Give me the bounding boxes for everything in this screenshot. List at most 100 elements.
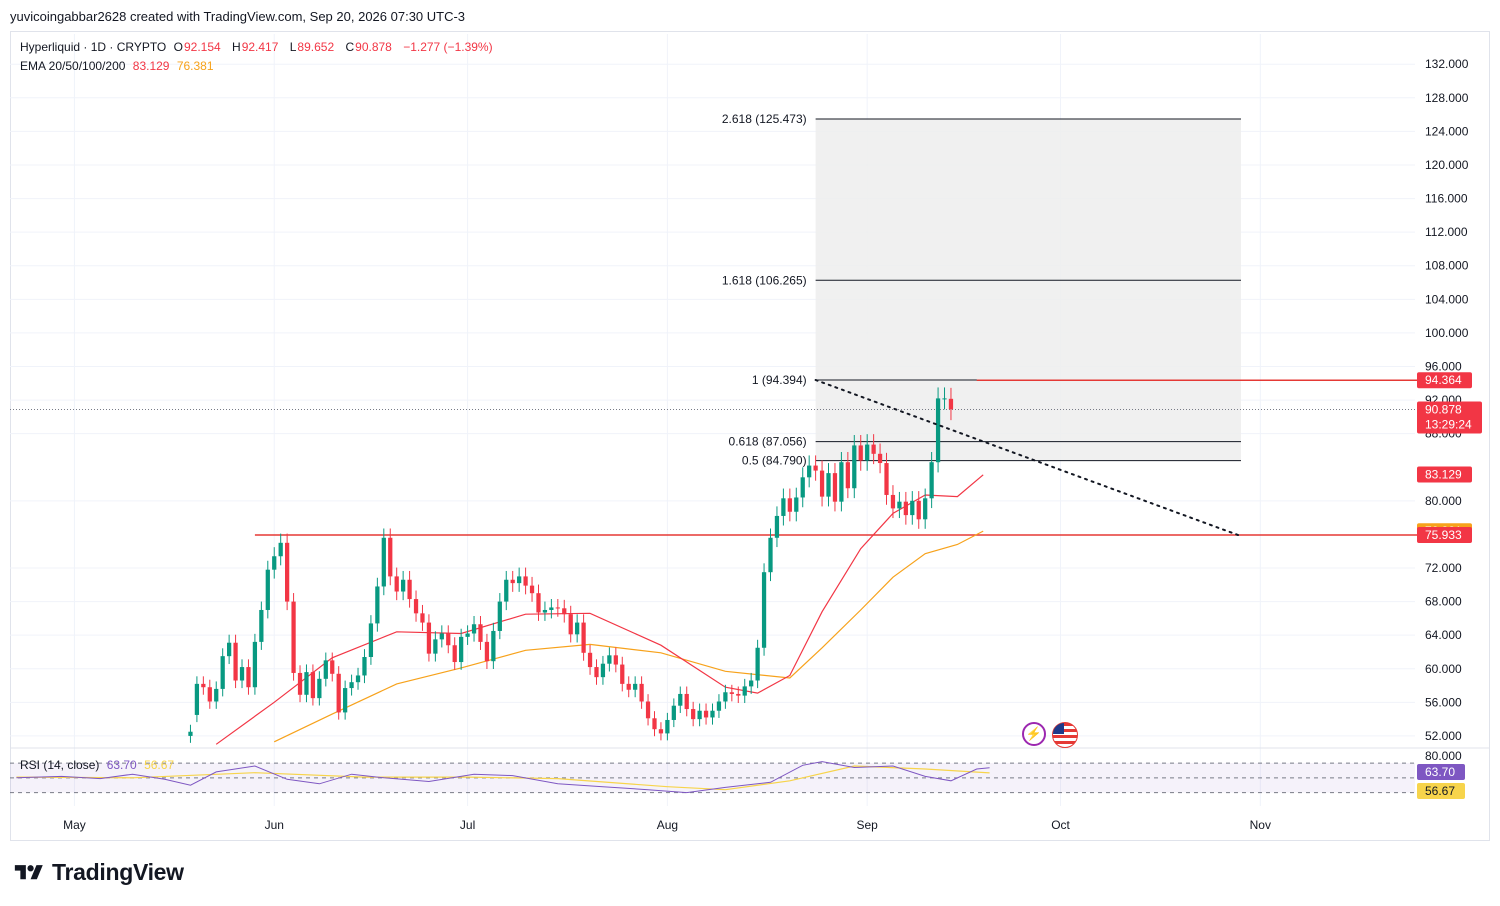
- x-axis-label: May: [63, 818, 86, 832]
- fib-level-label: 2.618 (125.473): [722, 112, 807, 126]
- candle-down: [413, 599, 419, 614]
- candle-down: [736, 693, 741, 696]
- candle-down: [484, 641, 490, 662]
- candle-down: [568, 614, 573, 635]
- candle-up: [678, 693, 683, 706]
- candle-up: [214, 688, 219, 702]
- candle-up: [633, 683, 638, 690]
- candle-down: [639, 683, 644, 702]
- rsi-legend[interactable]: RSI (14, close) 63.70 56.67: [20, 758, 178, 772]
- candle-up: [471, 624, 477, 634]
- candle-down: [652, 718, 657, 730]
- candle-down: [297, 672, 303, 695]
- candle-down: [394, 576, 399, 592]
- candle-up: [349, 682, 354, 689]
- price-axis-label: 90.878: [1425, 402, 1462, 416]
- candle-down: [684, 693, 689, 710]
- high-label: H: [232, 40, 241, 54]
- candle-down: [884, 463, 889, 495]
- y-axis-tick-label: 96.000: [1425, 359, 1462, 373]
- candle-up: [910, 500, 915, 516]
- candle-up: [368, 623, 374, 657]
- fib-level-label: 1.618 (106.265): [722, 273, 807, 287]
- candle-down: [291, 601, 296, 673]
- candle-up: [304, 672, 309, 695]
- price-axis-label-bg: [1417, 466, 1472, 483]
- candle-down: [407, 579, 412, 600]
- candle-up: [865, 444, 870, 461]
- ohlc-legend: Hyperliquid · 1D · CRYPTO O92.154 H92.41…: [20, 40, 497, 54]
- x-axis-label: Nov: [1250, 818, 1271, 832]
- us-flag-icon[interactable]: [1052, 722, 1078, 748]
- candle-up: [317, 678, 322, 699]
- fib-extension-zone: [815, 119, 1241, 461]
- candle-up: [272, 556, 277, 570]
- rsi-line: [16, 761, 990, 794]
- candle-up: [774, 515, 780, 538]
- ema-label: EMA 20/50/100/200: [20, 59, 126, 73]
- ema20-line: [215, 474, 984, 745]
- candle-down: [871, 444, 876, 454]
- candle-up: [491, 630, 496, 662]
- candle-down: [246, 667, 251, 688]
- y-axis-tick-label: 120.000: [1425, 158, 1469, 172]
- rsi-label: RSI (14, close): [20, 758, 100, 772]
- candle-up: [220, 656, 225, 689]
- symbol-label[interactable]: Hyperliquid · 1D · CRYPTO: [20, 40, 167, 54]
- candle-up: [665, 719, 670, 734]
- candle-up: [433, 639, 438, 654]
- candle-down: [478, 624, 483, 642]
- candle-up: [749, 680, 754, 687]
- candle-down: [645, 701, 651, 719]
- candle-down: [510, 579, 515, 584]
- candle-down: [330, 660, 335, 674]
- candle-up: [794, 497, 799, 512]
- rsi-value-label-bg: [1417, 783, 1465, 799]
- candle-up: [227, 642, 232, 657]
- fib-level-label: 1 (94.394): [752, 373, 807, 387]
- candle-down: [529, 585, 535, 594]
- lightning-icon[interactable]: ⚡: [1022, 722, 1046, 746]
- candle-down: [903, 501, 908, 516]
- candle-up: [781, 498, 786, 516]
- candle-up: [852, 445, 857, 489]
- candle-down: [845, 462, 850, 489]
- candle-up: [188, 731, 193, 736]
- candle-down: [691, 709, 696, 720]
- rsi-value: 63.70: [106, 758, 137, 772]
- candle-up: [362, 657, 367, 676]
- tradingview-brand[interactable]: TradingView: [12, 859, 184, 886]
- open-value: 92.154: [183, 40, 221, 54]
- x-axis-label: Jul: [460, 818, 475, 832]
- candle-down: [201, 683, 206, 688]
- rsi-ma-line: [16, 765, 990, 791]
- x-axis-label: Oct: [1051, 818, 1070, 832]
- ema-legend[interactable]: EMA 20/50/100/200 83.129 76.381: [20, 59, 218, 73]
- candle-down: [877, 453, 883, 464]
- x-axis-label: Sep: [856, 818, 878, 832]
- candle-up: [742, 686, 747, 696]
- candle-up: [671, 705, 676, 720]
- candle-down: [594, 667, 599, 678]
- descending-trendline: [814, 378, 1242, 538]
- open-label: O: [173, 40, 183, 54]
- candle-down: [587, 652, 593, 668]
- candle-up: [768, 537, 773, 573]
- candle-up: [265, 569, 270, 610]
- candle-down: [916, 500, 921, 520]
- candle-up: [929, 462, 934, 499]
- x-axis-label: Aug: [657, 818, 678, 832]
- candle-up: [375, 586, 380, 624]
- candle-down: [562, 608, 567, 615]
- high-value: 92.417: [241, 40, 279, 54]
- candle-down: [787, 498, 792, 512]
- candle-down: [658, 729, 664, 734]
- candle-down: [813, 465, 818, 471]
- candle-up: [897, 501, 902, 509]
- y-axis-tick-label: 68.000: [1425, 595, 1462, 609]
- candle-up: [252, 641, 258, 688]
- ema50-line: [273, 530, 984, 743]
- candle-down: [446, 633, 451, 646]
- candle-up: [807, 465, 812, 478]
